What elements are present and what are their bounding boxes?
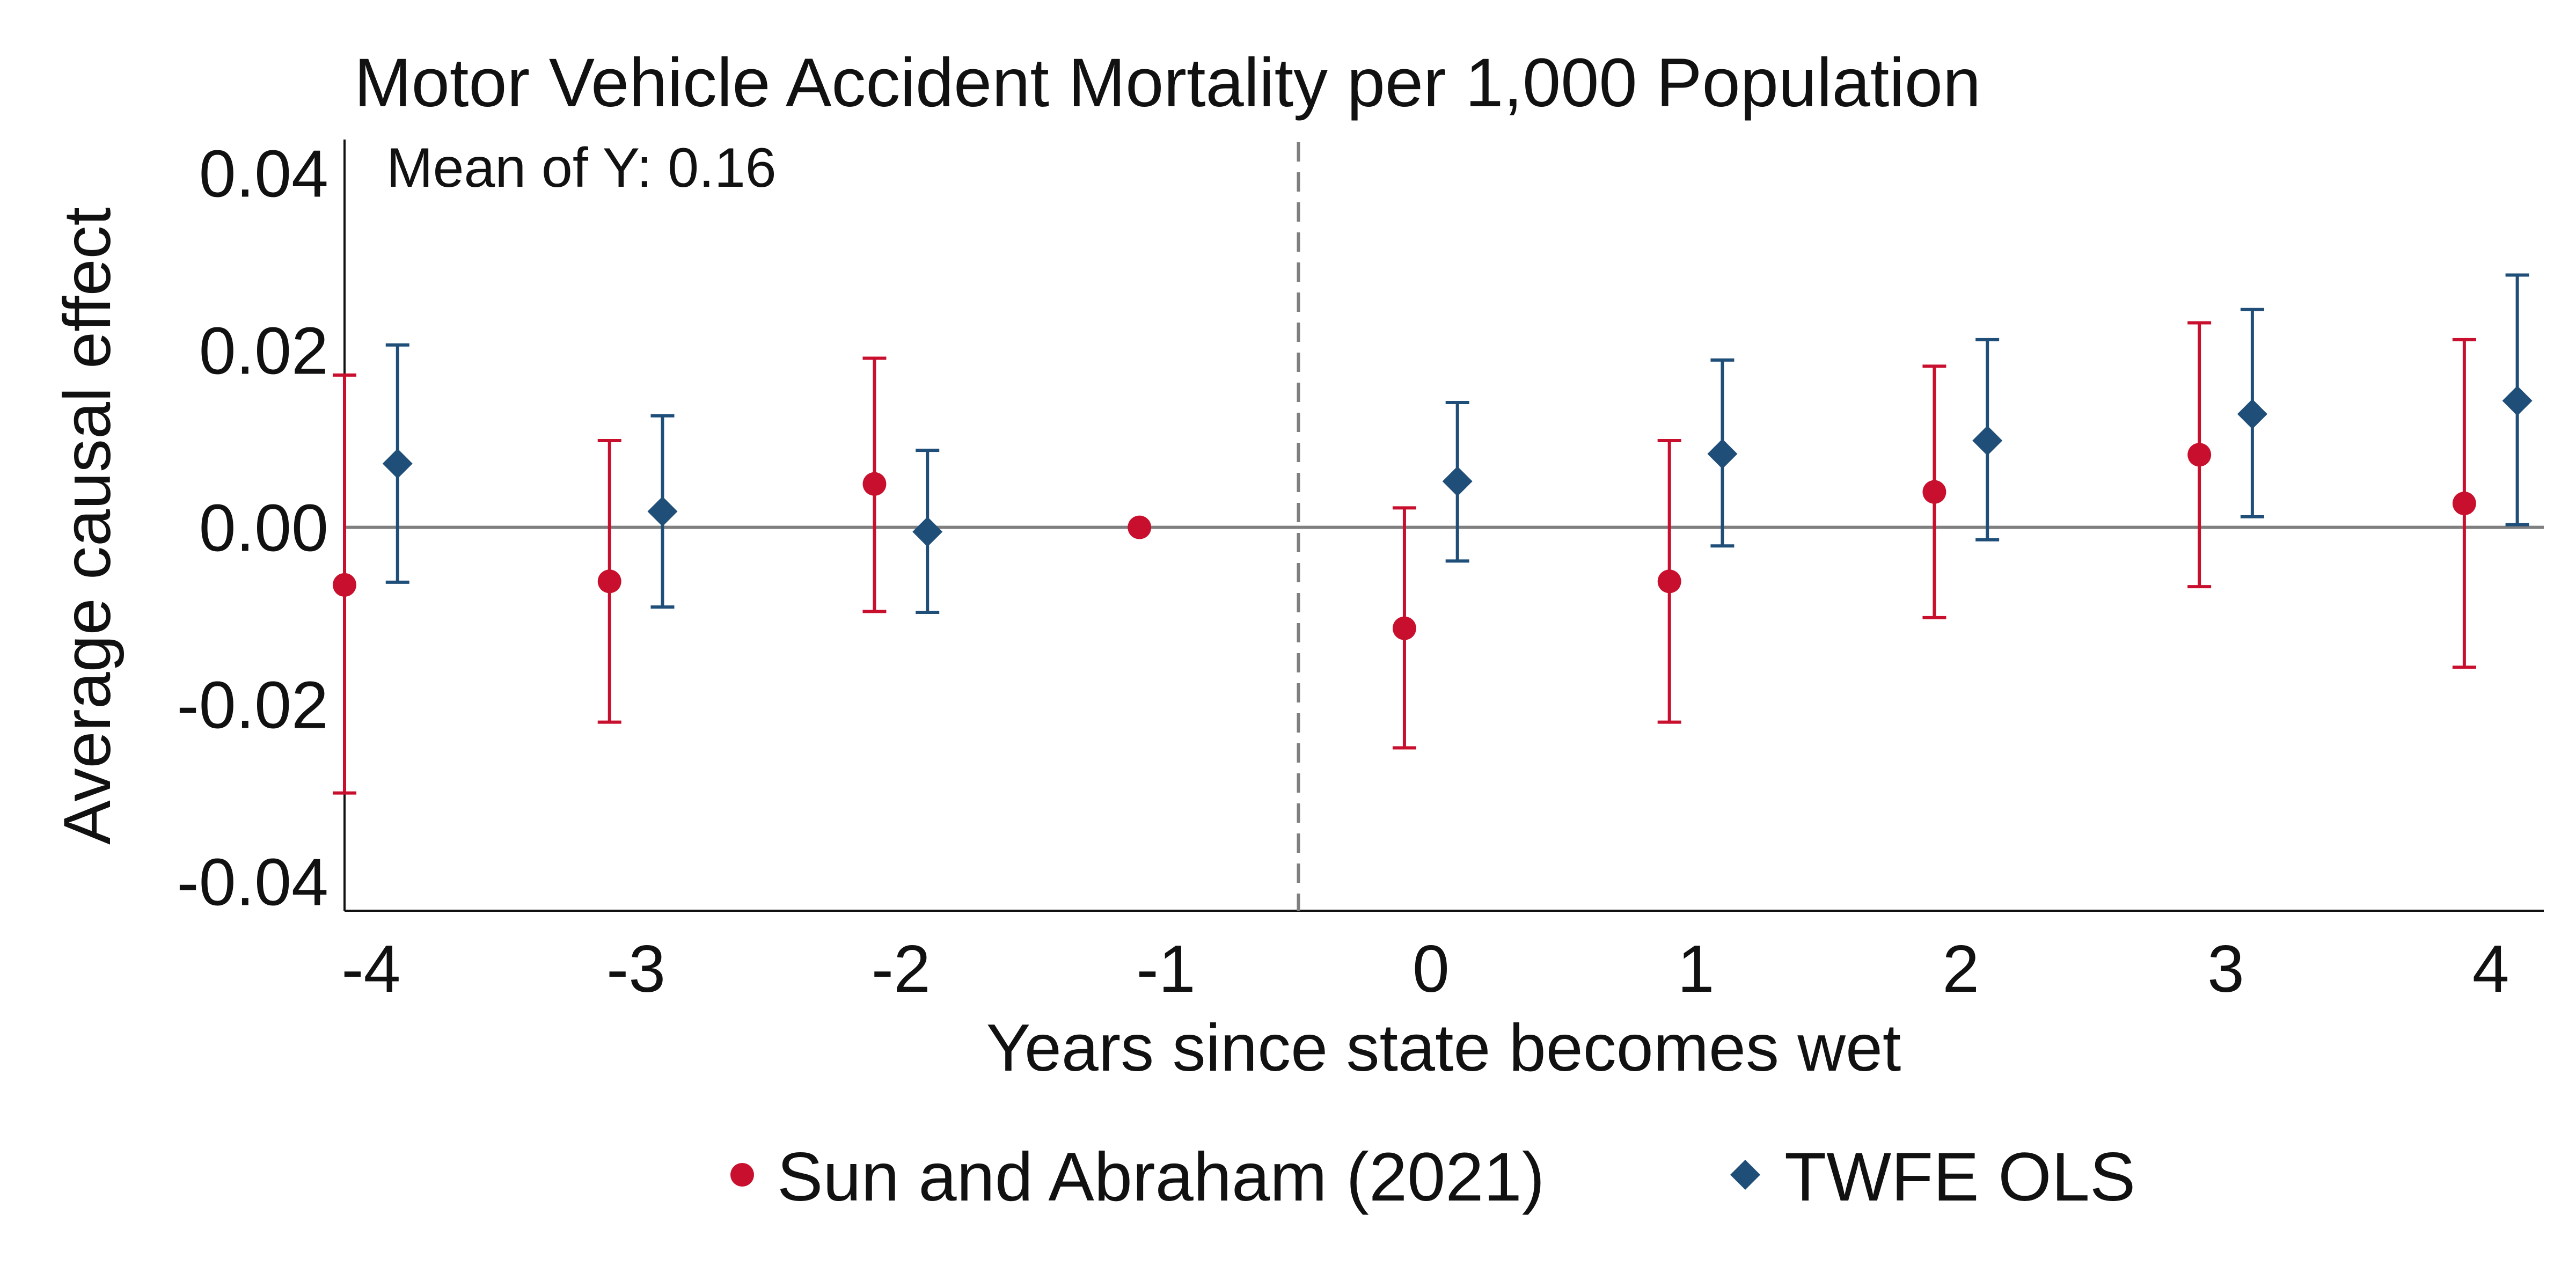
legend: Sun and Abraham (2021) TWFE OLS (730, 1139, 2135, 1216)
twfe-ols-point (2502, 385, 2533, 416)
x-tick-label: -4 (341, 932, 400, 1006)
sun-abraham-point (1392, 616, 1416, 640)
x-tick-label: -1 (1136, 932, 1195, 1006)
sun-abraham-point (1922, 480, 1946, 504)
legend-label-sun-abraham: Sun and Abraham (2021) (777, 1139, 1545, 1216)
x-tick-label: -2 (872, 932, 931, 1006)
sun-abraham-point (2452, 492, 2476, 516)
y-tick-label: 0.00 (199, 492, 328, 566)
sun-abraham-point (333, 573, 356, 597)
x-tick-label: 1 (1678, 932, 1715, 1006)
x-tick-label: 3 (2207, 932, 2244, 1006)
twfe-ols-point (647, 496, 678, 526)
twfe-ols-point (1972, 425, 2003, 456)
sun-abraham-point (1657, 569, 1681, 594)
mean-annotation: Mean of Y: 0.16 (386, 137, 777, 199)
y-tick-label: 0.02 (199, 314, 328, 389)
sun-abraham-point (2187, 443, 2212, 467)
x-tick-label: 4 (2472, 932, 2509, 1006)
twfe-ols-point (912, 516, 943, 547)
x-tick-label: 0 (1413, 932, 1450, 1006)
twfe-ols-point (1442, 466, 1473, 496)
sun-abraham-point (862, 472, 887, 496)
legend-marker-sun-abraham (730, 1163, 754, 1187)
legend-marker-twfe-ols (1730, 1160, 1760, 1190)
twfe-ols-point (1707, 438, 1738, 469)
twfe-ols-point (2237, 399, 2267, 429)
twfe-ols-point (382, 448, 413, 479)
y-tick-label: 0.04 (199, 137, 328, 211)
plot-area: 0.04 0.02 0.00 -0.02 -0.04-4 -3 -2 -1 0 1 2 3 4 (177, 137, 2544, 1006)
x-axis-label: Years since state becomes wet (986, 1011, 1901, 1085)
y-tick-label: -0.04 (177, 846, 328, 920)
sun-abraham-point (597, 569, 621, 594)
x-tick-label: -3 (606, 932, 665, 1006)
y-tick-label: -0.02 (177, 669, 328, 743)
legend-label-twfe-ols: TWFE OLS (1784, 1139, 2135, 1216)
chart-title: Motor Vehicle Accident Mortality per 1,0… (354, 45, 1981, 121)
sun-abraham-point (1128, 515, 1152, 539)
x-tick-label: 2 (1942, 932, 1979, 1006)
y-axis-label: Average causal effect (50, 207, 125, 845)
